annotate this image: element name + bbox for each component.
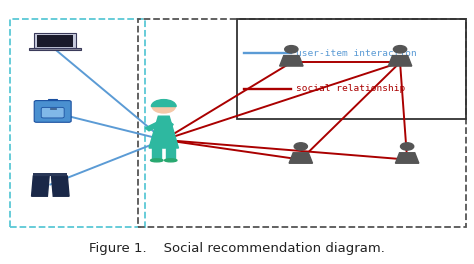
- Bar: [50, 108, 56, 109]
- Wedge shape: [151, 100, 176, 106]
- Bar: [237, 19, 466, 119]
- Polygon shape: [289, 153, 312, 163]
- Circle shape: [401, 143, 414, 150]
- Text: social relationship: social relationship: [296, 84, 405, 93]
- Bar: [152, 148, 162, 159]
- Bar: [33, 173, 67, 176]
- Polygon shape: [280, 56, 303, 66]
- FancyBboxPatch shape: [34, 101, 71, 122]
- Ellipse shape: [151, 159, 163, 162]
- Bar: [48, 99, 57, 102]
- Polygon shape: [52, 176, 69, 196]
- Bar: [28, 48, 82, 50]
- Polygon shape: [166, 122, 173, 131]
- Text: user-item interaction: user-item interaction: [296, 49, 417, 58]
- Ellipse shape: [164, 159, 177, 162]
- Circle shape: [285, 46, 298, 53]
- Text: Figure 1.    Social recommendation diagram.: Figure 1. Social recommendation diagram.: [89, 242, 385, 256]
- FancyBboxPatch shape: [41, 107, 64, 118]
- Circle shape: [393, 46, 407, 53]
- Polygon shape: [32, 176, 49, 196]
- Bar: [37, 35, 73, 47]
- Polygon shape: [149, 116, 179, 148]
- Bar: [10, 19, 145, 227]
- Polygon shape: [395, 153, 419, 163]
- Circle shape: [294, 143, 308, 150]
- Polygon shape: [145, 122, 162, 131]
- Circle shape: [152, 100, 175, 113]
- Polygon shape: [388, 56, 412, 66]
- Bar: [138, 19, 466, 227]
- Bar: [34, 32, 76, 48]
- Bar: [166, 148, 175, 159]
